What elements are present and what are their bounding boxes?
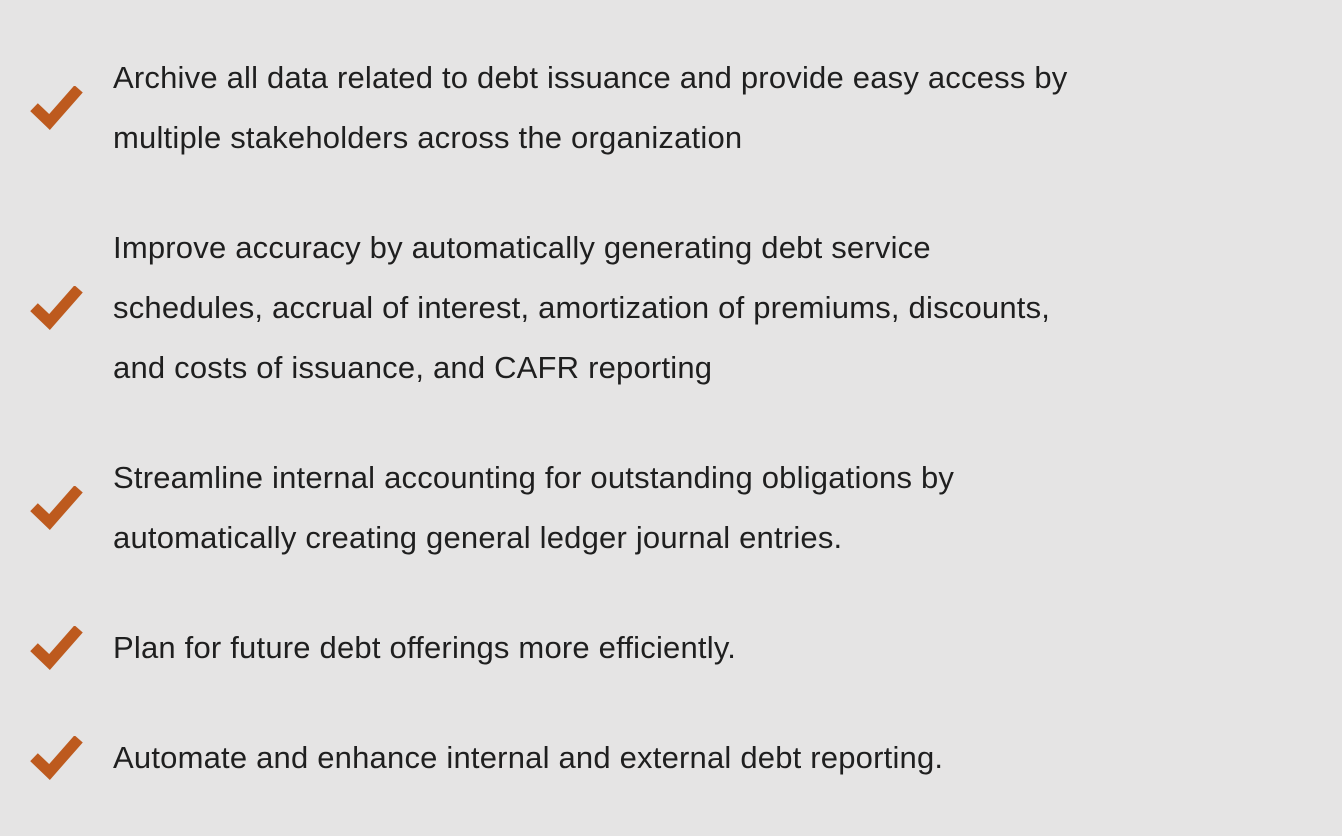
list-item-text: Improve accuracy by automatically genera…: [113, 218, 1050, 398]
checkmark-icon: [30, 86, 83, 130]
list-item: Archive all data related to debt issuanc…: [0, 48, 1302, 168]
list-item: Improve accuracy by automatically genera…: [0, 218, 1302, 398]
text-line: Archive all data related to debt issuanc…: [113, 60, 1068, 95]
list-item: Automate and enhance internal and extern…: [0, 728, 1302, 788]
list-item: Plan for future debt offerings more effi…: [0, 618, 1302, 678]
list-item-text: Plan for future debt offerings more effi…: [113, 618, 736, 678]
text-line: schedules, accrual of interest, amortiza…: [113, 290, 1051, 325]
list-item: Streamline internal accounting for outst…: [0, 448, 1302, 568]
list-item-text: Streamline internal accounting for outst…: [113, 448, 954, 568]
text-line: Improve accuracy by automatically genera…: [113, 230, 931, 265]
checkmark-icon: [30, 626, 83, 670]
text-line: Streamline internal accounting for outst…: [113, 460, 955, 495]
text-line: multiple stakeholders across the organiz…: [113, 120, 743, 155]
list-item-text: Automate and enhance internal and extern…: [113, 728, 943, 788]
checkmark-icon: [30, 486, 83, 530]
checkmark-icon: [30, 736, 83, 780]
text-line: Plan for future debt offerings more effi…: [113, 630, 737, 665]
text-line: Automate and enhance internal and extern…: [113, 740, 944, 775]
list-item-text: Archive all data related to debt issuanc…: [113, 48, 1067, 168]
text-line: automatically creating general ledger jo…: [113, 520, 843, 555]
checkmark-icon: [30, 286, 83, 330]
text-line: and costs of issuance, and CAFR reportin…: [113, 350, 713, 385]
